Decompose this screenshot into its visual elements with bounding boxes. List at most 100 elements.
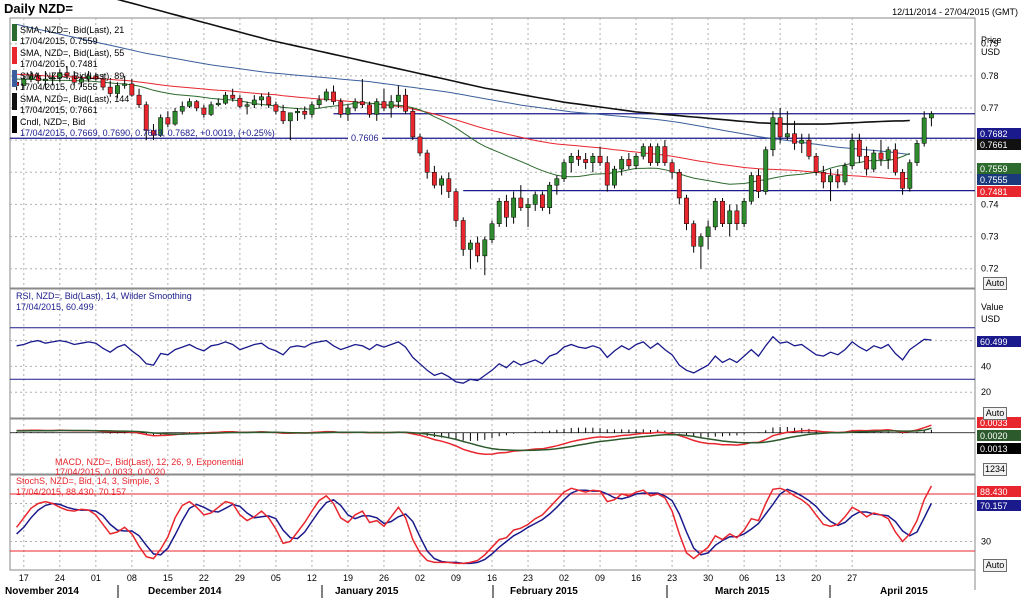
macd-tag-bg bbox=[977, 443, 1021, 454]
x-tick-label: 23 bbox=[667, 573, 677, 583]
candle-body bbox=[741, 200, 747, 224]
sma89-line bbox=[16, 23, 910, 156]
stoch-auto-button[interactable]: Auto bbox=[983, 559, 1007, 572]
candle-body bbox=[136, 94, 142, 106]
candle-body bbox=[122, 83, 128, 86]
macd-legend: 17/04/2015, 0.0033, 0.0020 bbox=[55, 467, 165, 477]
macd-zoom-button[interactable]: 1234 bbox=[983, 463, 1007, 476]
candle-body bbox=[554, 178, 560, 186]
candle-body bbox=[352, 101, 358, 109]
candle-body bbox=[453, 191, 459, 221]
candle-body bbox=[79, 78, 84, 83]
price-tick-label: 0.72 bbox=[981, 264, 999, 274]
candle-body bbox=[115, 85, 120, 94]
stoch-legend: 17/04/2015, 88.430, 70.157 bbox=[16, 487, 126, 497]
candle-body bbox=[388, 101, 394, 109]
candle-body bbox=[201, 107, 207, 115]
candle-body bbox=[57, 72, 63, 78]
price-axis-title: Price bbox=[981, 35, 1002, 45]
candle-body bbox=[842, 165, 848, 183]
candle-body bbox=[914, 143, 920, 163]
candle-body bbox=[547, 184, 553, 208]
candle-body bbox=[698, 236, 704, 247]
candle-body bbox=[424, 152, 430, 173]
candle-body bbox=[525, 204, 531, 208]
price-auto-button[interactable]: Auto bbox=[983, 277, 1007, 290]
candle-body bbox=[223, 94, 228, 104]
candle-body bbox=[626, 159, 632, 167]
candle-body bbox=[417, 136, 423, 154]
candle-body bbox=[849, 139, 855, 167]
candle-body bbox=[727, 210, 733, 224]
price-tag-value: 0.7481 bbox=[980, 187, 1008, 197]
candle-body bbox=[813, 155, 819, 173]
sma55-line bbox=[16, 73, 910, 180]
candle-body bbox=[374, 101, 380, 115]
candle-body bbox=[777, 117, 783, 138]
x-tick-label: 22 bbox=[199, 573, 209, 583]
candle-body bbox=[511, 197, 517, 218]
candle-body bbox=[381, 101, 387, 109]
x-tick-label: 13 bbox=[775, 573, 785, 583]
candle-body bbox=[583, 159, 589, 163]
candle-body bbox=[518, 197, 524, 208]
legend-text: 17/04/2015, 0.7669, 0.7690, 0.7643, 0.76… bbox=[20, 128, 275, 138]
candle-body bbox=[439, 178, 444, 186]
candle-body bbox=[359, 101, 365, 106]
price-tag-bg bbox=[977, 163, 1021, 174]
candle-body bbox=[431, 172, 437, 186]
x-tick-label: 17 bbox=[19, 573, 29, 583]
candle-body bbox=[640, 146, 646, 157]
candle-body bbox=[338, 101, 344, 115]
x-tick-label: 06 bbox=[739, 573, 749, 583]
stoch-tag-value: 70.157 bbox=[980, 501, 1008, 511]
candle-body bbox=[93, 75, 99, 80]
candle-body bbox=[107, 86, 113, 94]
candle-body bbox=[504, 200, 509, 218]
candle-body bbox=[165, 117, 171, 125]
candle-body bbox=[532, 194, 538, 205]
candle-body bbox=[266, 96, 272, 106]
legend-text: Cndl, NZD=, Bid bbox=[20, 117, 85, 127]
rsi-legend: 17/04/2015, 60.499 bbox=[16, 302, 94, 312]
candle-body bbox=[467, 242, 473, 250]
x-tick-label: 02 bbox=[415, 573, 425, 583]
candle-body bbox=[864, 155, 869, 170]
candle-body bbox=[194, 101, 200, 109]
candle-body bbox=[561, 162, 567, 179]
x-tick-label: 08 bbox=[127, 573, 137, 583]
candle-body bbox=[28, 75, 34, 80]
month-label: January 2015 bbox=[335, 586, 399, 597]
macd-tag-value: 0.0020 bbox=[980, 431, 1008, 441]
candle-body bbox=[496, 200, 502, 224]
candle-body bbox=[280, 110, 286, 122]
x-tick-label: 26 bbox=[379, 573, 389, 583]
stoch-d-line bbox=[16, 488, 933, 565]
candle-body bbox=[43, 78, 48, 81]
candle-body bbox=[273, 104, 279, 112]
candle-body bbox=[871, 152, 877, 170]
candle-body bbox=[720, 200, 725, 224]
candle-body bbox=[590, 155, 596, 163]
candle-body bbox=[403, 94, 408, 112]
candle-body bbox=[446, 178, 452, 192]
candle-body bbox=[763, 149, 769, 192]
candle-body bbox=[21, 78, 27, 86]
candle-body bbox=[100, 78, 106, 88]
candle-body bbox=[331, 91, 336, 102]
candle-body bbox=[856, 139, 862, 157]
rsi-tag-value: 60.499 bbox=[980, 337, 1008, 347]
x-tick-label: 20 bbox=[811, 573, 821, 583]
candle-body bbox=[655, 146, 661, 163]
price-tag-bg bbox=[977, 174, 1021, 185]
level-label: 0.7606 bbox=[351, 133, 379, 143]
stoch-tag-bg bbox=[977, 500, 1021, 511]
macd-tag-bg bbox=[977, 417, 1021, 428]
rsi-auto-button[interactable]: Auto bbox=[983, 407, 1007, 420]
candle-body bbox=[259, 96, 264, 101]
x-tick-label: 12 bbox=[307, 573, 317, 583]
month-label: April 2015 bbox=[880, 586, 928, 597]
month-label: November 2014 bbox=[5, 586, 79, 597]
candle-body bbox=[35, 75, 41, 81]
